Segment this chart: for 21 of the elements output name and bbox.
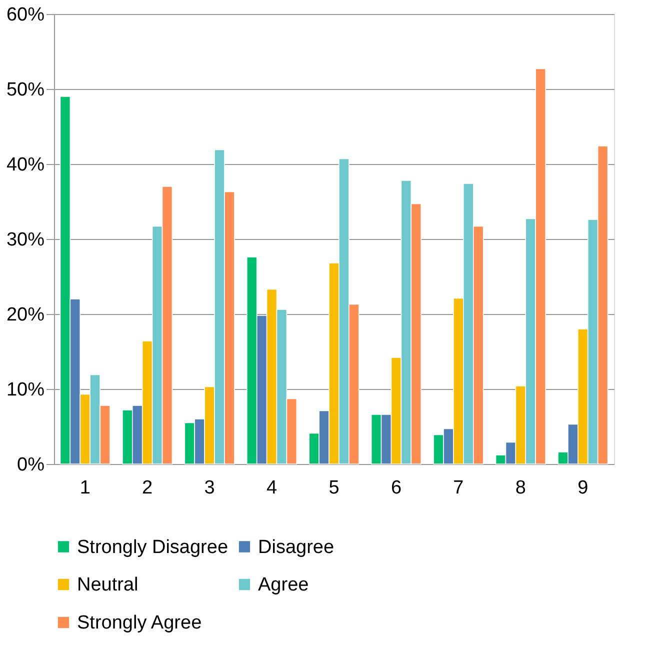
y-tick-label: 10% (6, 380, 45, 400)
x-tick-label: 3 (204, 478, 215, 498)
x-tick-label: 5 (328, 478, 340, 498)
x-tick-label: 9 (578, 478, 588, 498)
legend-label: Neutral (77, 574, 138, 596)
y-tick-label: 50% (6, 80, 45, 100)
y-tick-label: 30% (6, 230, 45, 250)
y-tick-label: 60% (6, 4, 45, 26)
y-tick-label: 40% (6, 154, 45, 176)
y-tick-label: 20% (6, 304, 45, 326)
x-tick-label: 1 (80, 478, 90, 498)
legend-label: Strongly Agree (77, 612, 202, 634)
x-tick-label: 4 (266, 478, 278, 498)
x-tick-label: 6 (390, 478, 402, 498)
x-tick-label: 8 (515, 478, 526, 498)
x-tick-label: 7 (453, 478, 464, 498)
legend-label: Strongly Disagree (77, 536, 228, 558)
legend-label: Agree (258, 574, 309, 596)
legend-label: Disagree (258, 536, 334, 558)
x-tick-label: 2 (142, 478, 153, 498)
y-tick-label: 0% (17, 454, 45, 476)
